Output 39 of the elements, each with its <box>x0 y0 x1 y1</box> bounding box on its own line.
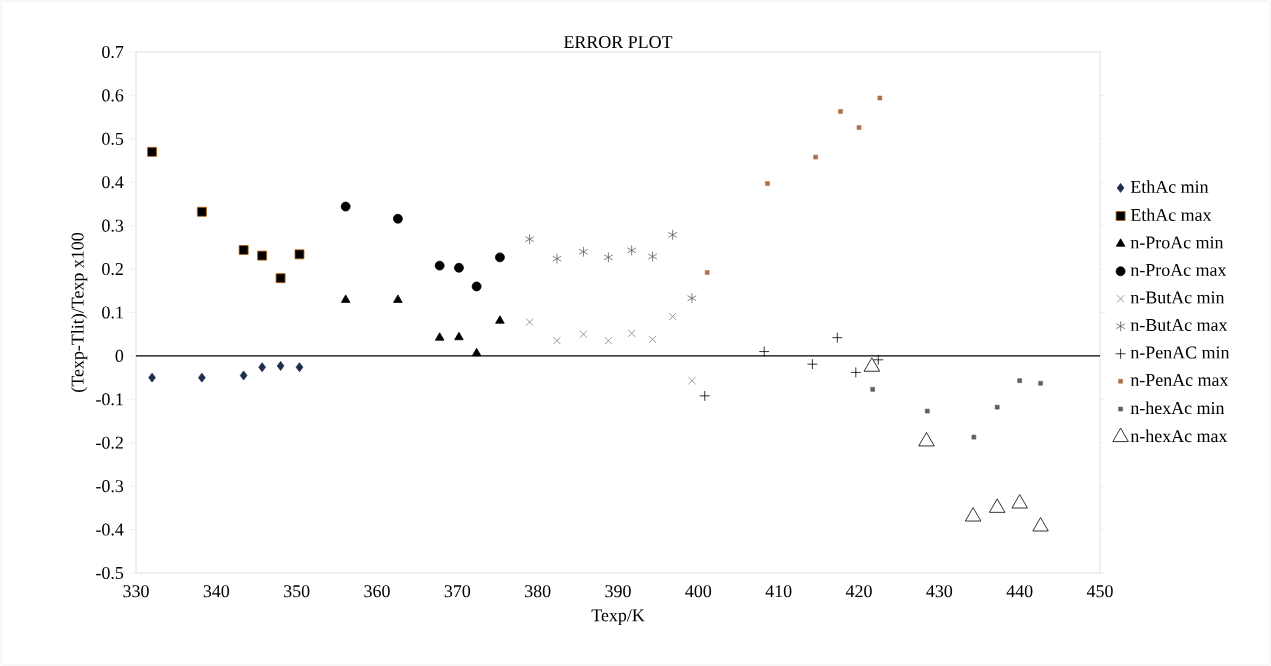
y-tick-label: -0.4 <box>96 523 124 536</box>
x-tick-label: 340 <box>203 585 230 598</box>
y-tick-label: 0.2 <box>102 263 123 276</box>
y-tick-label: 0.6 <box>102 89 124 102</box>
y-tick-label: 0.7 <box>102 45 124 59</box>
y-tick-label: 0.3 <box>102 219 124 232</box>
legend-label: n-PenAc max <box>1130 373 1229 386</box>
y-tick-label: -0.2 <box>96 436 123 449</box>
legend-label: n-hexAc max <box>1130 429 1228 443</box>
legend-label: n-hexAc min <box>1130 401 1225 415</box>
x-tick-label: 360 <box>364 585 390 598</box>
y-tick-label: 0 <box>115 349 124 362</box>
legend-label: n-ButAc min <box>1130 291 1225 304</box>
y-tick-label: 0.5 <box>102 132 124 145</box>
legend-label: n-ProAc min <box>1130 236 1224 249</box>
legend-label: EthAc min <box>1130 180 1209 193</box>
y-tick-label: 0.4 <box>102 176 124 189</box>
chart-title: ERROR PLOT <box>563 36 673 49</box>
x-axis-title: Texp/K <box>591 609 645 626</box>
x-tick-label: 370 <box>444 585 471 598</box>
y-tick-label: -0.1 <box>96 393 123 406</box>
legend-label: n-ProAc max <box>1130 263 1227 277</box>
y-tick-label: -0.5 <box>96 566 124 580</box>
x-tick-label: 380 <box>525 585 551 598</box>
x-tick-label: 440 <box>1006 585 1033 598</box>
legend-label: EthAc max <box>1130 208 1212 222</box>
x-tick-label: 330 <box>123 585 149 598</box>
x-tick-label: 390 <box>605 585 631 598</box>
x-tick-label: 400 <box>685 585 712 598</box>
x-tick-label: 450 <box>1086 585 1113 598</box>
legend-label: n-ButAc max <box>1130 318 1228 331</box>
x-tick-label: 350 <box>284 585 310 598</box>
x-tick-label: 420 <box>845 585 872 598</box>
x-tick-label: 410 <box>765 585 792 598</box>
y-tick-label: 0.1 <box>102 306 123 319</box>
x-tick-label: 430 <box>926 585 953 598</box>
y-axis-title: (Texp-Tlit)/Texp x100 <box>71 233 88 392</box>
legend-label: n-PenAC min <box>1130 346 1230 359</box>
y-tick-label: -0.3 <box>96 480 124 493</box>
